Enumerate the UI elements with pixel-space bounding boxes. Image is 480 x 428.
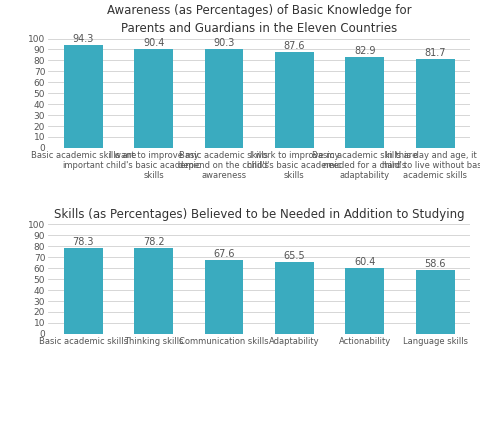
Bar bbox=[204, 260, 243, 334]
Bar bbox=[64, 248, 103, 334]
Bar bbox=[275, 52, 314, 148]
Bar bbox=[346, 268, 384, 334]
Text: 65.5: 65.5 bbox=[284, 251, 305, 262]
Text: 87.6: 87.6 bbox=[284, 41, 305, 51]
Text: 58.6: 58.6 bbox=[424, 259, 446, 269]
Bar bbox=[275, 262, 314, 334]
Text: 82.9: 82.9 bbox=[354, 46, 375, 56]
Text: 90.3: 90.3 bbox=[213, 38, 235, 48]
Bar bbox=[64, 45, 103, 148]
Text: 81.7: 81.7 bbox=[424, 48, 446, 58]
Title: Skills (as Percentages) Believed to be Needed in Addition to Studying: Skills (as Percentages) Believed to be N… bbox=[54, 208, 465, 220]
Bar bbox=[346, 57, 384, 148]
Bar bbox=[416, 59, 455, 148]
Text: 78.2: 78.2 bbox=[143, 238, 165, 247]
Text: 90.4: 90.4 bbox=[143, 38, 164, 48]
Bar bbox=[134, 49, 173, 148]
Text: 94.3: 94.3 bbox=[72, 34, 94, 44]
Text: 67.6: 67.6 bbox=[213, 249, 235, 259]
Title: Awareness (as Percentages) of Basic Knowledge for
Parents and Guardians in the E: Awareness (as Percentages) of Basic Know… bbox=[107, 3, 411, 35]
Bar bbox=[204, 49, 243, 148]
Bar bbox=[416, 270, 455, 334]
Text: 78.3: 78.3 bbox=[72, 237, 94, 247]
Text: 60.4: 60.4 bbox=[354, 257, 375, 267]
Bar bbox=[134, 248, 173, 334]
